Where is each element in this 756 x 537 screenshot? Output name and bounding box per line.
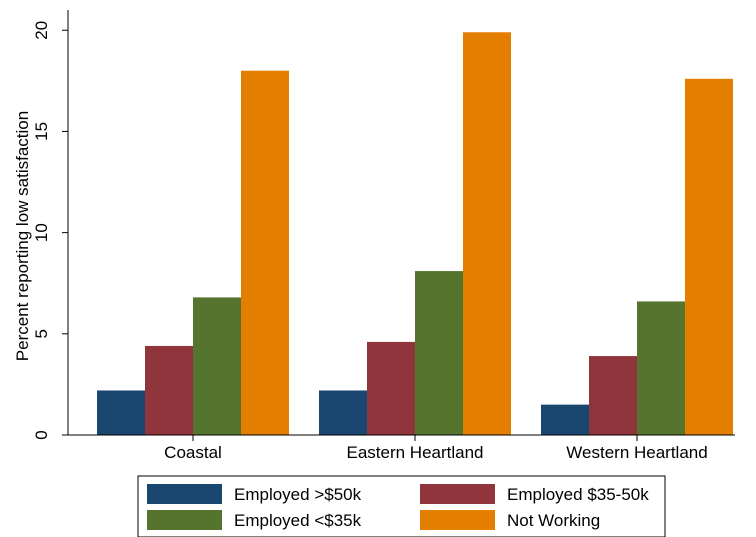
plot-area <box>97 32 733 436</box>
legend-box <box>137 475 666 537</box>
bar <box>241 70 289 435</box>
bar <box>415 271 463 435</box>
bar <box>97 390 145 435</box>
legend-swatch <box>147 484 222 504</box>
legend: Employed >$50k Employed $35-50k Employed <… <box>137 475 666 537</box>
legend-label: Employed <$35k <box>234 511 362 530</box>
x-tick-label: Western Heartland <box>566 443 707 462</box>
bar <box>637 301 685 435</box>
bar <box>541 404 589 435</box>
x-axis: Coastal Eastern Heartland Western Heartlan… <box>68 434 735 462</box>
bar <box>589 356 637 435</box>
y-tick-label: 0 <box>32 430 51 439</box>
y-tick-label: 5 <box>32 329 51 338</box>
y-tick-label: 20 <box>32 21 51 40</box>
legend-swatch <box>420 484 495 504</box>
bar <box>685 78 733 436</box>
bar <box>367 341 415 435</box>
bar <box>463 32 511 436</box>
legend-label: Employed >$50k <box>234 485 362 504</box>
legend-label: Not Working <box>507 511 600 530</box>
y-tick-label: 10 <box>32 223 51 242</box>
bar <box>145 345 193 435</box>
bar <box>319 390 367 435</box>
y-tick-label: 15 <box>32 122 51 141</box>
y-axis-title: Percent reporting low satisfaction <box>13 111 32 361</box>
legend-swatch <box>147 510 222 530</box>
legend-label: Employed $35-50k <box>507 485 649 504</box>
x-tick-label: Coastal <box>164 443 222 462</box>
legend-swatch <box>420 510 495 530</box>
bar <box>193 297 241 435</box>
x-tick-label: Eastern Heartland <box>346 443 483 462</box>
y-axis: 0 5 10 15 20 <box>32 10 69 440</box>
